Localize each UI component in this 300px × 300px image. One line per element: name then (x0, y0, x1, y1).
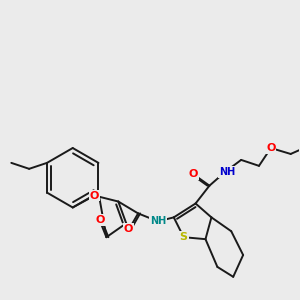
Text: S: S (180, 232, 188, 242)
Text: O: O (96, 215, 105, 225)
Text: O: O (266, 143, 276, 153)
Text: O: O (189, 169, 198, 179)
Text: O: O (124, 224, 133, 234)
Text: NH: NH (219, 167, 236, 177)
Text: O: O (90, 190, 99, 201)
Text: NH: NH (150, 216, 166, 226)
